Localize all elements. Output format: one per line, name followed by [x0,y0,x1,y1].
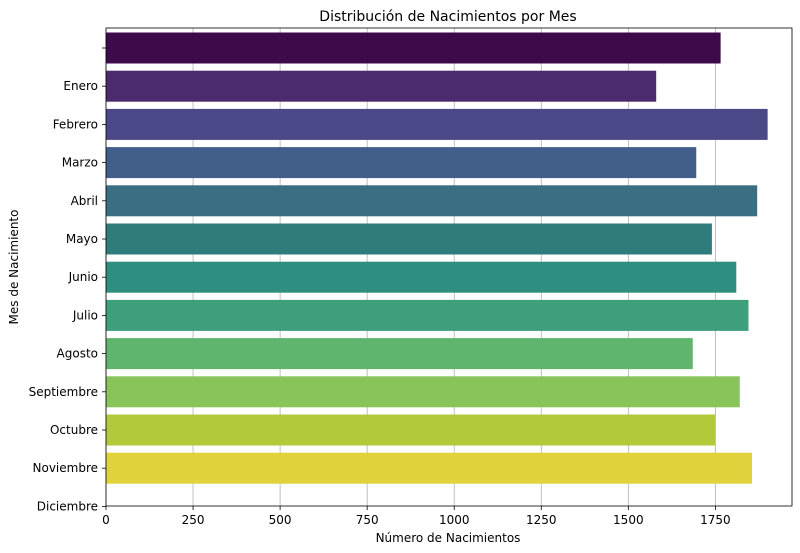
bar-7 [106,299,749,331]
bar-1 [106,70,657,102]
bar-2 [106,108,768,140]
y-tick-label-2: Febrero [53,117,98,131]
y-axis-title: Mes de Nacimiento [7,210,21,325]
bar-9 [106,376,740,408]
bar-10 [106,414,716,446]
bar-11 [106,452,752,484]
y-tick-label-4: Abril [71,194,98,208]
y-tick-label-11: Noviembre [33,461,99,475]
x-axis-title: Número de Nacimientos [376,531,521,545]
bar-3 [106,147,697,179]
bar-5 [106,223,712,255]
x-tick-label-2: 500 [269,513,292,527]
x-tick-label-1: 250 [182,513,205,527]
bar-8 [106,338,693,370]
x-tick-label-7: 1750 [700,513,731,527]
x-tick-label-4: 1000 [439,513,470,527]
axes [105,27,793,507]
bars [106,32,768,484]
chart-title: Distribución de Nacimientos por Mes [319,9,576,25]
y-tick-label-12: Diciembre [37,499,98,513]
y-tick-label-6: Junio [68,270,98,284]
y-tick-label-10: Octubre [50,423,98,437]
bar-6 [106,261,737,293]
bar-4 [106,185,758,217]
y-axis-ticks: Enero Febrero Marzo Abril Mayo Junio Julio Agos… [29,47,106,513]
y-tick-label-7: Julio [72,308,98,322]
y-tick-label-9: Septiembre [29,385,98,399]
y-tick-label-5: Mayo [66,232,98,246]
x-tick-label-5: 1250 [526,513,557,527]
x-tick-label-3: 750 [356,513,379,527]
y-tick-label-3: Marzo [62,156,98,170]
x-tick-label-0: 0 [102,513,110,527]
bar-0 [106,32,721,64]
y-tick-label-1: Enero [63,79,98,93]
x-tick-label-6: 1500 [613,513,644,527]
y-tick-label-8: Agosto [57,347,98,361]
plot-frame [105,27,793,507]
x-axis-ticks: 0 250 500 750 1000 1250 1500 1750 [102,506,731,527]
